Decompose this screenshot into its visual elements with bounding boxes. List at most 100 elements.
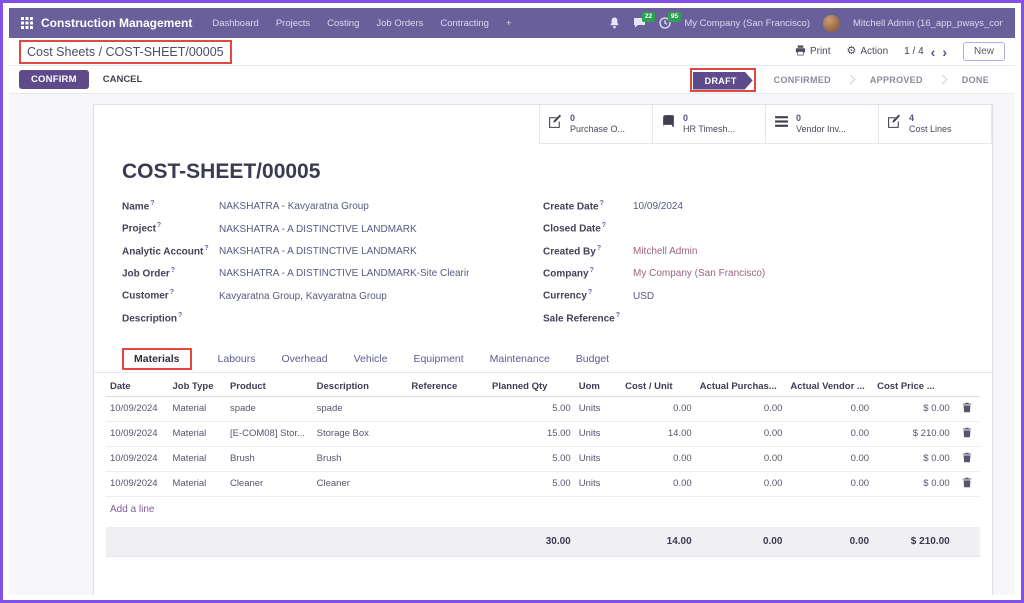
new-button[interactable]: New xyxy=(962,42,1005,61)
cell-uom[interactable]: Units xyxy=(574,396,622,422)
field-value-currency[interactable]: USD xyxy=(633,290,655,302)
cell-description[interactable]: Storage Box xyxy=(312,421,408,447)
menu-dashboard[interactable]: Dashboard xyxy=(212,17,259,29)
column-actual-vendor[interactable]: Actual Vendor ... xyxy=(786,376,874,397)
cell-job-type[interactable]: Material xyxy=(168,396,226,422)
field-value-analytic-account[interactable]: NAKSHATRA - A DISTINCTIVE LANDMARK xyxy=(219,245,417,257)
user-avatar[interactable] xyxy=(823,14,840,32)
tab-vehicle[interactable]: Vehicle xyxy=(353,352,388,365)
column-description[interactable]: Description xyxy=(312,376,408,397)
table-row[interactable]: 10/09/2024 Material spade spade 5.00 Uni… xyxy=(106,396,980,422)
cell-planned-qty[interactable]: 5.00 xyxy=(488,471,575,497)
cell-description[interactable]: Cleaner xyxy=(312,471,408,497)
column-cost-price[interactable]: Cost Price ... xyxy=(873,376,954,397)
column-actual-purchase[interactable]: Actual Purchas... xyxy=(695,376,787,397)
delete-row-button[interactable] xyxy=(953,421,980,447)
tab-overhead[interactable]: Overhead xyxy=(281,352,328,365)
cell-cost-unit[interactable]: 0.00 xyxy=(621,471,696,497)
column-uom[interactable]: Uom xyxy=(574,376,622,397)
status-done[interactable]: DONE xyxy=(961,74,989,85)
cell-cost-unit[interactable]: 14.00 xyxy=(621,421,696,447)
cell-cost-unit[interactable]: 0.00 xyxy=(621,446,696,472)
menu-job-orders[interactable]: Job Orders xyxy=(376,17,424,29)
pager-previous-icon[interactable]: ‹ xyxy=(930,43,936,60)
field-value-created-by[interactable]: Mitchell Admin xyxy=(633,245,698,257)
tab-equipment[interactable]: Equipment xyxy=(413,352,464,365)
delete-row-button[interactable] xyxy=(953,446,980,472)
field-value-customer[interactable]: Kavyaratna Group, Kavyaratna Group xyxy=(219,290,387,302)
menu-plus[interactable]: + xyxy=(505,17,512,29)
cell-job-type[interactable]: Material xyxy=(168,446,226,472)
stat-button-purchase-orders[interactable]: 0 Purchase O... xyxy=(540,105,653,143)
cell-planned-qty[interactable]: 5.00 xyxy=(488,396,575,422)
cell-date[interactable]: 10/09/2024 xyxy=(106,471,169,497)
tab-labours[interactable]: Labours xyxy=(217,352,256,365)
cell-description[interactable]: Brush xyxy=(312,446,408,472)
breadcrumb[interactable]: Cost Sheets / COST-SHEET/00005 xyxy=(27,44,224,59)
column-job-type[interactable]: Job Type xyxy=(168,376,226,397)
cell-reference[interactable] xyxy=(407,446,489,472)
status-confirmed[interactable]: CONFIRMED xyxy=(773,74,831,85)
activities-clock-icon[interactable]: 95 xyxy=(659,12,681,29)
app-brand[interactable]: Construction Management xyxy=(41,16,193,30)
cell-job-type[interactable]: Material xyxy=(168,421,226,447)
field-value-project[interactable]: NAKSHATRA - A DISTINCTIVE LANDMARK xyxy=(219,223,417,235)
cell-uom[interactable]: Units xyxy=(574,446,622,472)
cell-planned-qty[interactable]: 5.00 xyxy=(488,446,575,472)
delete-row-button[interactable] xyxy=(953,471,980,497)
apps-grid-icon[interactable] xyxy=(21,17,33,29)
field-value-create-date[interactable]: 10/09/2024 xyxy=(633,201,684,213)
cell-actual-vendor[interactable]: 0.00 xyxy=(786,421,874,447)
status-approved[interactable]: APPROVED xyxy=(869,74,923,85)
cell-reference[interactable] xyxy=(407,471,489,497)
cell-cost-price[interactable]: $ 0.00 xyxy=(873,471,954,497)
cell-date[interactable]: 10/09/2024 xyxy=(106,396,169,422)
stat-button-hr-timesheets[interactable]: 0 HR Timesh... xyxy=(653,105,766,143)
column-planned-qty[interactable]: Planned Qty xyxy=(488,376,575,397)
cell-actual-purchase[interactable]: 0.00 xyxy=(695,471,787,497)
cell-actual-purchase[interactable]: 0.00 xyxy=(695,446,787,472)
add-a-line-link[interactable]: Add a line xyxy=(110,503,155,515)
cell-cost-price[interactable]: $ 210.00 xyxy=(873,421,954,447)
field-value-company[interactable]: My Company (San Francisco) xyxy=(633,268,766,280)
cell-reference[interactable] xyxy=(407,396,489,422)
user-menu[interactable]: Mitchell Admin (16_app_pways_const... xyxy=(853,17,1003,29)
field-value-job-order[interactable]: NAKSHATRA - A DISTINCTIVE LANDMARK-Site … xyxy=(219,268,469,280)
menu-projects[interactable]: Projects xyxy=(275,17,311,29)
table-row[interactable]: 10/09/2024 Material Cleaner Cleaner 5.00… xyxy=(106,471,980,497)
status-draft[interactable]: DRAFT xyxy=(693,72,753,90)
cell-actual-purchase[interactable]: 0.00 xyxy=(695,421,787,447)
cell-product[interactable]: Brush xyxy=(225,446,313,472)
field-value-name[interactable]: NAKSHATRA - Kavyaratna Group xyxy=(219,201,369,213)
column-reference[interactable]: Reference xyxy=(407,376,489,397)
cell-reference[interactable] xyxy=(407,421,489,447)
stat-button-vendor-invoices[interactable]: 0 Vendor Inv... xyxy=(766,105,879,143)
cell-actual-vendor[interactable]: 0.00 xyxy=(786,471,874,497)
column-date[interactable]: Date xyxy=(106,376,169,397)
cell-actual-purchase[interactable]: 0.00 xyxy=(695,396,787,422)
cell-product[interactable]: Cleaner xyxy=(225,471,313,497)
action-button[interactable]: ⚙ Action xyxy=(847,46,889,58)
table-row[interactable]: 10/09/2024 Material [E-COM08] Stor... St… xyxy=(106,421,980,447)
cancel-button[interactable]: CANCEL xyxy=(102,74,143,85)
cell-uom[interactable]: Units xyxy=(574,421,622,447)
cell-actual-vendor[interactable]: 0.00 xyxy=(786,396,874,422)
cell-product[interactable]: [E-COM08] Stor... xyxy=(225,421,313,447)
tab-maintenance[interactable]: Maintenance xyxy=(489,352,550,365)
cell-cost-price[interactable]: $ 0.00 xyxy=(873,446,954,472)
column-product[interactable]: Product xyxy=(225,376,313,397)
menu-contracting[interactable]: Contracting xyxy=(440,17,489,29)
cell-description[interactable]: spade xyxy=(312,396,408,422)
tab-budget[interactable]: Budget xyxy=(575,352,610,365)
bell-icon[interactable] xyxy=(609,17,620,29)
print-button[interactable]: Print xyxy=(795,44,831,59)
tab-materials[interactable]: Materials xyxy=(122,347,192,370)
cell-cost-price[interactable]: $ 0.00 xyxy=(873,396,954,422)
cell-date[interactable]: 10/09/2024 xyxy=(106,446,169,472)
cell-actual-vendor[interactable]: 0.00 xyxy=(786,446,874,472)
cell-planned-qty[interactable]: 15.00 xyxy=(488,421,575,447)
cell-job-type[interactable]: Material xyxy=(168,471,226,497)
menu-costing[interactable]: Costing xyxy=(327,17,360,29)
cell-cost-unit[interactable]: 0.00 xyxy=(621,396,696,422)
cell-date[interactable]: 10/09/2024 xyxy=(106,421,169,447)
